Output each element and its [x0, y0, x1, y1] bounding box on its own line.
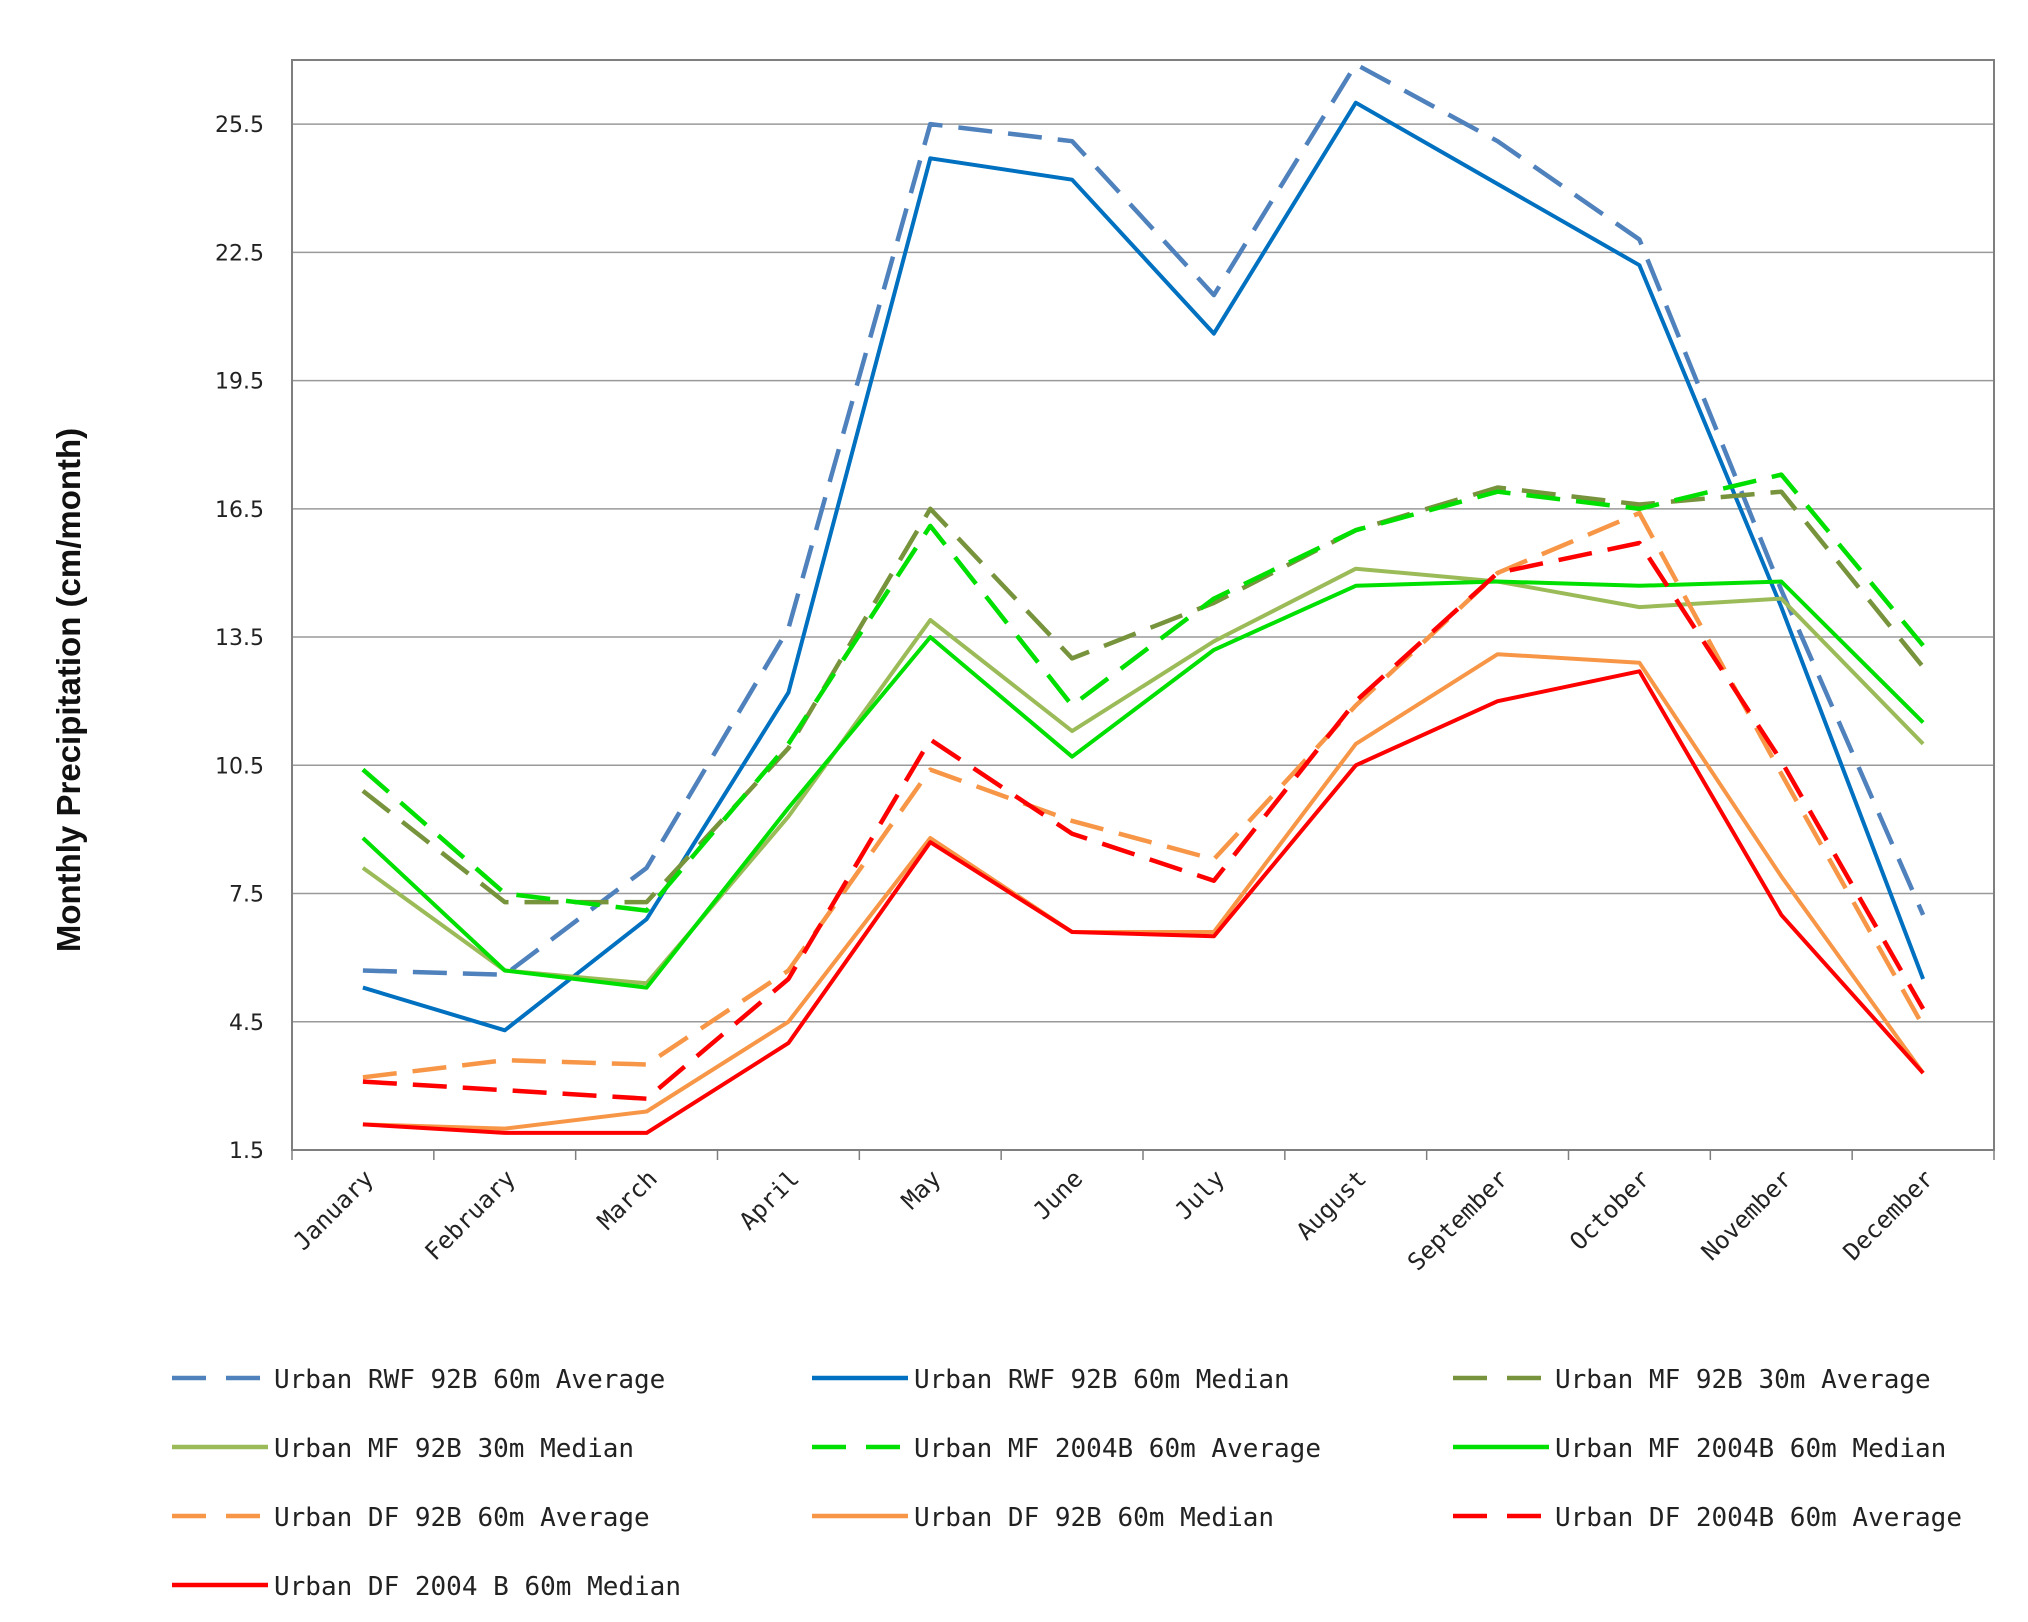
legend-label: Urban MF 2004B 60m Median — [1555, 1434, 1946, 1464]
y-tick-label: 13.5 — [215, 626, 264, 651]
legend-entry: Urban MF 92B 30m Median — [172, 1434, 634, 1464]
x-tick-label: April — [734, 1164, 805, 1235]
x-tick-label: October — [1564, 1164, 1655, 1255]
series-line-7 — [362, 510, 1926, 1080]
x-axis-tick-labels: January February March April May June July Augu… — [288, 1164, 1939, 1276]
y-tick-label: 10.5 — [215, 754, 264, 779]
x-tick-label: January — [288, 1164, 379, 1255]
x-tick-label: March — [592, 1164, 663, 1235]
series-line-1 — [362, 62, 1926, 977]
legend-label: Urban RWF 92B 60m Average — [274, 1365, 665, 1395]
legend-entry: Urban MF 2004B 60m Average — [812, 1434, 1321, 1464]
legend-entry: Urban DF 92B 60m Median — [812, 1503, 1274, 1533]
legend-entry: Urban DF 2004B 60m Average — [1453, 1503, 1962, 1533]
x-tick-label: December — [1838, 1164, 1940, 1266]
series-line-5 — [361, 472, 1925, 913]
x-tick-label: September — [1402, 1164, 1514, 1276]
y-axis-tick-labels: 1.5 4.5 7.5 10.5 13.5 16.5 19.5 22.5 25.5 — [215, 113, 264, 1164]
legend-entry: Urban MF 92B 30m Average — [1453, 1365, 1931, 1395]
legend-entry: Urban DF 92B 60m Average — [172, 1503, 650, 1533]
y-tick-label: 19.5 — [215, 370, 264, 395]
legend-label: Urban MF 92B 30m Median — [274, 1434, 634, 1464]
y-tick-label: 1.5 — [229, 1139, 264, 1164]
legend-label: Urban MF 92B 30m Average — [1555, 1365, 1931, 1395]
legend-entry: Urban RWF 92B 60m Median — [812, 1365, 1290, 1395]
y-tick-label: 22.5 — [215, 241, 264, 266]
grid-lines — [292, 123, 1994, 1023]
series-line-2 — [362, 100, 1925, 1033]
x-tick-label: June — [1028, 1164, 1089, 1225]
series-line-8 — [362, 652, 1925, 1131]
series-line-10 — [362, 669, 1925, 1135]
plot-area — [291, 59, 1995, 1151]
legend-label: Urban MF 2004B 60m Average — [914, 1434, 1321, 1464]
y-tick-label: 16.5 — [215, 498, 264, 523]
legend-label: Urban DF 2004B 60m Average — [1555, 1503, 1962, 1533]
x-tick-label: July — [1169, 1164, 1230, 1225]
y-tick-label: 25.5 — [215, 113, 264, 138]
series-lines — [361, 62, 1926, 1135]
series-line-6 — [361, 579, 1925, 990]
legend-label: Urban DF 92B 60m Median — [914, 1503, 1274, 1533]
y-axis-label: Monthly Precipitation (cm/month) — [50, 428, 87, 952]
legend-entry: Urban DF 2004 B 60m Median — [172, 1572, 681, 1602]
y-tick-label: 7.5 — [229, 883, 264, 908]
legend-label: Urban RWF 92B 60m Median — [914, 1365, 1290, 1395]
legend-entry: Urban MF 2004B 60m Median — [1453, 1434, 1946, 1464]
x-tick-label: February — [419, 1164, 521, 1266]
x-tick-label: August — [1291, 1164, 1372, 1245]
y-tick-label: 4.5 — [229, 1011, 264, 1036]
legend-label: Urban DF 2004 B 60m Median — [274, 1572, 681, 1602]
legend-label: Urban DF 92B 60m Average — [274, 1503, 650, 1533]
legend: Urban RWF 92B 60m Average Urban RWF 92B 6… — [172, 1365, 1962, 1602]
x-axis-ticks — [291, 1150, 1995, 1160]
series-line-9 — [362, 540, 1926, 1101]
legend-entry: Urban RWF 92B 60m Average — [172, 1365, 665, 1395]
series-line-4 — [361, 566, 1925, 986]
x-tick-label: May — [896, 1164, 946, 1214]
x-tick-label: November — [1696, 1164, 1798, 1266]
